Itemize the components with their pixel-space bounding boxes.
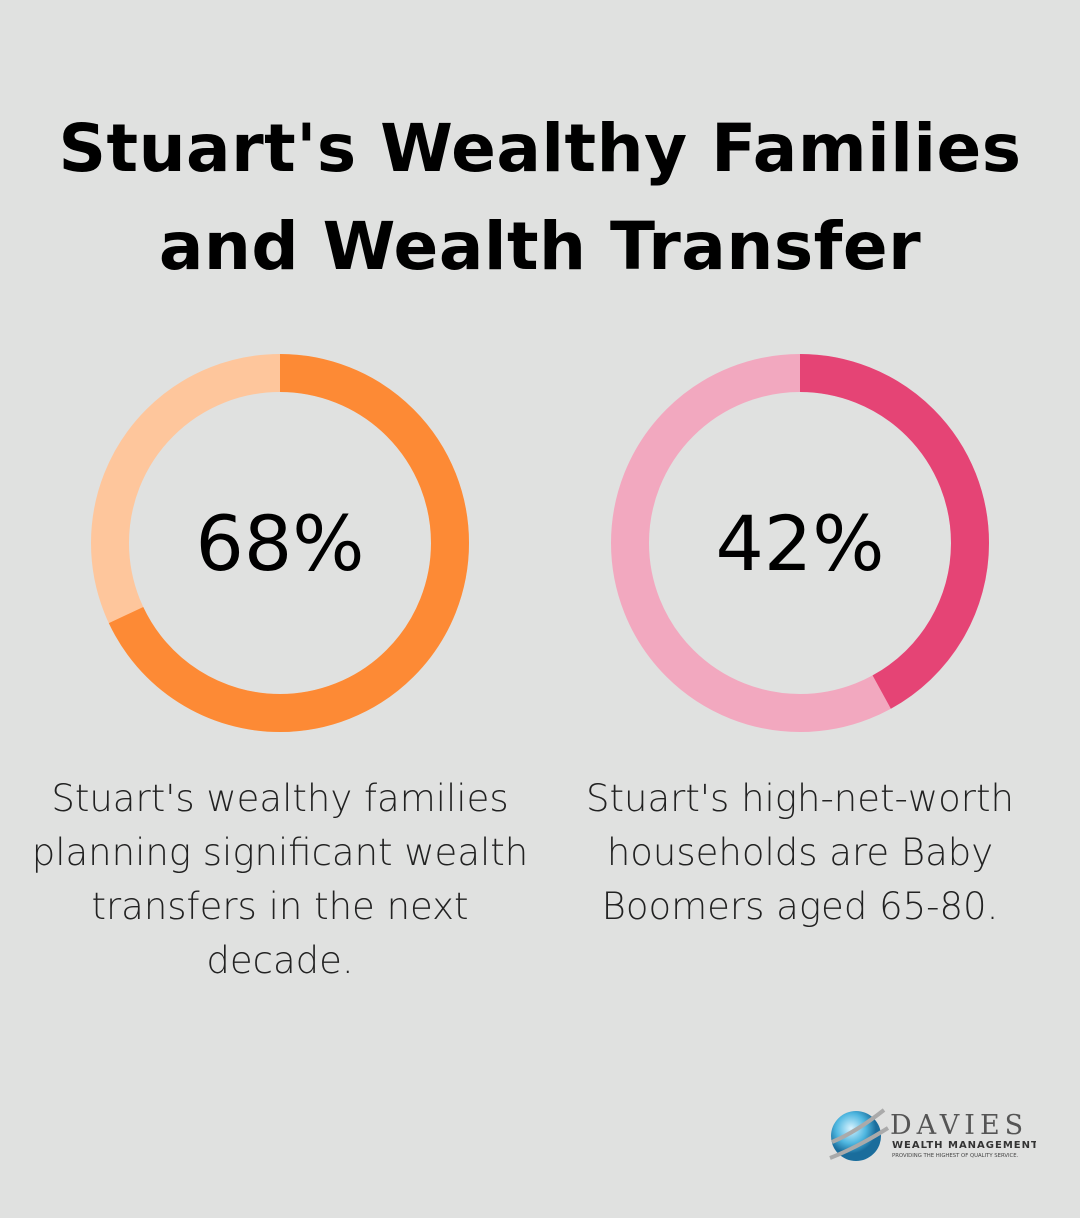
donut-svg-1	[91, 354, 469, 732]
svg-text:DAVIES: DAVIES	[890, 1110, 1028, 1141]
donut-value-arc-1	[91, 354, 469, 732]
donut-value-arc-2	[611, 354, 989, 732]
davies-logo: DAVIES WEALTH MANAGEMENT PROVIDING THE H…	[826, 1102, 1038, 1164]
donut-label-2: 42%	[715, 498, 885, 588]
svg-text:PROVIDING THE HIGHEST OF QUALI: PROVIDING THE HIGHEST OF QUALITY SERVICE…	[892, 1153, 1019, 1159]
svg-text:WEALTH MANAGEMENT: WEALTH MANAGEMENT	[892, 1140, 1036, 1151]
donut-description-1: Stuart's wealthy families planning signi…	[31, 777, 529, 982]
donut-description-2: Stuart's high-net-worth households are B…	[586, 777, 1014, 928]
globe-icon: DAVIES WEALTH MANAGEMENT PROVIDING THE H…	[829, 1108, 1038, 1161]
donut-chart-2: 42%	[611, 354, 989, 732]
donut-chart-1: 68%	[91, 354, 469, 732]
donut-label-1: 68%	[195, 498, 365, 588]
page-title: Stuart's Wealthy Families and Wealth Tra…	[58, 110, 1022, 285]
donut-svg-2	[611, 354, 989, 732]
